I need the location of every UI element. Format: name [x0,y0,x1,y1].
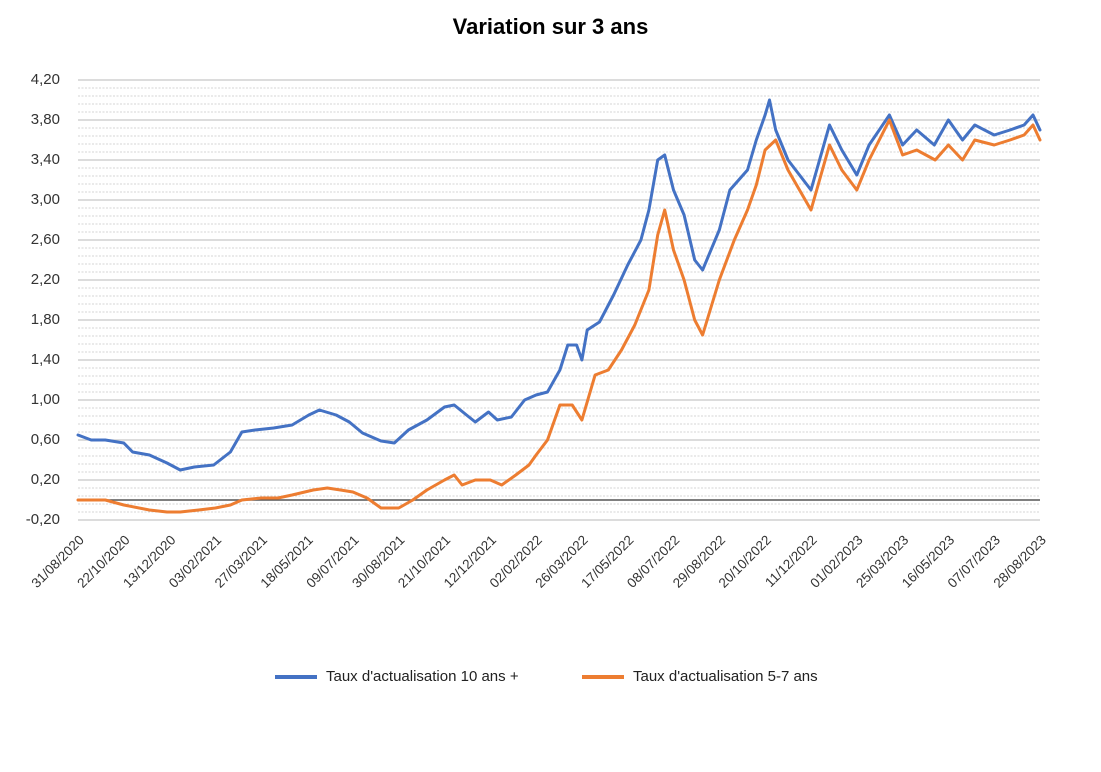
legend-label-10-ans: Taux d'actualisation 10 ans + [326,668,519,685]
y-tick-label: 4,20 [31,71,60,88]
grid-lines [78,79,1040,521]
series-line-0 [76,98,1042,472]
y-tick-label: 3,40 [31,151,60,168]
y-tick-label: 0,20 [31,471,60,488]
y-tick-label: 2,60 [31,231,60,248]
y-tick-label: 3,00 [31,191,60,208]
series-line-1 [76,118,1042,514]
legend-label-5-7-ans: Taux d'actualisation 5-7 ans [633,668,818,685]
legend: Taux d'actualisation 10 ans + Taux d'act… [275,668,818,685]
x-axis-tick-labels: 31/08/202022/10/202013/12/202003/02/2021… [29,532,1049,590]
y-tick-label: 1,00 [31,391,60,408]
series-lines [76,98,1042,514]
y-tick-label: 0,60 [31,431,60,448]
y-tick-label: 1,80 [31,311,60,328]
y-tick-label: 3,80 [31,111,60,128]
chart-title: Variation sur 3 ans [452,14,649,39]
y-tick-label: 2,20 [31,271,60,288]
y-axis-tick-labels: -0,20 0,20 0,60 1,00 1,40 1,80 2,20 2,60 3,00 3,4… [26,71,60,528]
y-tick-label: -0,20 [26,511,60,528]
y-tick-label: 1,40 [31,351,60,368]
